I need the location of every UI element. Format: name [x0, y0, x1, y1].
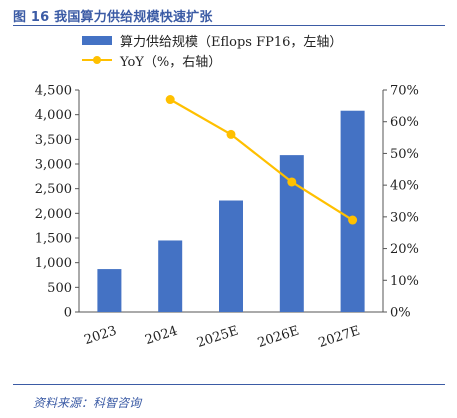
left-y-tick-label: 1,000 — [35, 256, 72, 271]
right-y-tick-label: 20% — [390, 242, 419, 257]
combo-chart: 0 500 1,000 1,500 2,000 2,500 3,000 3,500 4,000 4… — [35, 84, 419, 351]
left-y-tick-label: 3,000 — [35, 158, 72, 173]
left-y-tick-label: 2,500 — [35, 182, 72, 197]
x-tick-label: 2026E — [256, 324, 301, 351]
right-y-tick-label: 30% — [390, 210, 419, 225]
source-divider — [13, 384, 445, 385]
bar — [158, 240, 183, 312]
chart-legend: 算力供给规模（Eflops FP16，左轴） YoY（%，右轴） — [82, 30, 342, 70]
bar — [97, 269, 122, 312]
yoy-point — [348, 215, 358, 225]
left-y-tick-label: 0 — [64, 306, 72, 321]
right-y-tick-label: 10% — [390, 274, 419, 289]
legend-label-line: YoY（%，右轴） — [120, 54, 222, 70]
right-y-tick-label: 60% — [390, 115, 419, 130]
bar — [340, 110, 365, 312]
legend-bar-swatch — [82, 35, 112, 45]
left-y-tick-label: 3,500 — [35, 133, 72, 148]
figure-title: 图 16 我国算力供给规模快速扩张 — [13, 10, 213, 25]
right-y-tick-label: 50% — [390, 147, 419, 162]
x-tick-label: 2024 — [143, 324, 179, 348]
yoy-line — [169, 98, 354, 221]
legend-item-bars: 算力供给规模（Eflops FP16，左轴） — [82, 30, 342, 50]
legend-line-swatch — [82, 55, 112, 65]
legend-label-bars: 算力供给规模（Eflops FP16，左轴） — [120, 34, 343, 50]
left-y-tick-label: 2,000 — [35, 207, 72, 222]
x-tick-label: 2027E — [317, 324, 362, 351]
left-y-tick-label: 4,000 — [35, 108, 72, 123]
right-y-tick-label: 0% — [390, 306, 411, 321]
right-y-tick-label: 70% — [390, 84, 419, 99]
yoy-point — [165, 95, 175, 105]
x-tick-label: 2023 — [83, 324, 119, 348]
legend-item-line: YoY（%，右轴） — [82, 50, 342, 70]
yoy-point — [226, 129, 236, 139]
left-y-tick-label: 1,500 — [35, 232, 72, 247]
yoy-point — [287, 177, 297, 187]
bar — [219, 200, 243, 312]
left-y-tick-label: 4,500 — [35, 84, 72, 99]
right-y-tick-label: 40% — [390, 179, 419, 194]
x-tick-label: 2025E — [195, 324, 240, 351]
title-divider — [13, 25, 445, 26]
source-note: 资料来源：科智咨询 — [33, 396, 142, 410]
left-y-tick-label: 500 — [47, 281, 72, 296]
